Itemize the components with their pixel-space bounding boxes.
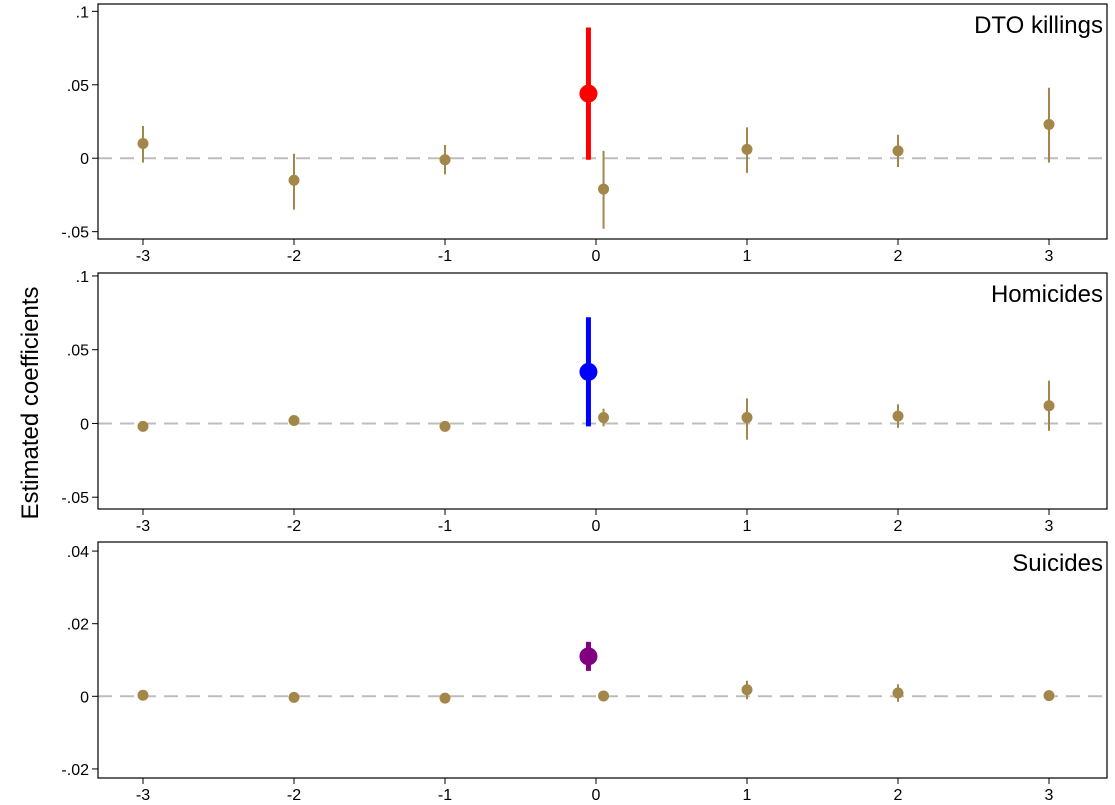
- panel-2: .1 .05 0 -.05 -3 -2 -1 0 1 2 3 Homicides: [61, 269, 1108, 535]
- panel-3: .04 .02 0 -.02 -3 -2 -1 0 1 2 3 Suicides: [61, 541, 1108, 804]
- x-tick-label: 2: [894, 518, 903, 535]
- coefficient-point: [288, 415, 300, 426]
- plot-frame: [97, 272, 1108, 510]
- coefficient-point: [439, 154, 451, 166]
- panel-title: Homicides: [991, 281, 1103, 308]
- x-tick-label: -1: [438, 787, 452, 804]
- plot-frame: [97, 541, 1108, 779]
- y-tick-label: .02: [67, 617, 89, 634]
- x-tick-label: 0: [592, 787, 601, 804]
- x-tick-label: -2: [287, 787, 301, 804]
- x-tick-label: -3: [136, 518, 150, 535]
- y-tick-label: -.02: [61, 762, 89, 779]
- x-tick-label: 1: [743, 787, 752, 804]
- y-tick-label: .1: [76, 269, 89, 286]
- y-tick-label: .1: [76, 4, 89, 21]
- x-tick-label: -2: [287, 248, 301, 265]
- highlight-coefficient-point: [579, 84, 598, 103]
- coefficient-point: [1043, 400, 1055, 412]
- coefficient-point: [892, 410, 904, 422]
- coefficient-point: [598, 690, 610, 702]
- x-tick-label: -1: [438, 248, 452, 265]
- panel-title: Suicides: [1012, 550, 1103, 577]
- x-tick-label: -3: [136, 248, 150, 265]
- coefficient-point: [137, 420, 149, 432]
- coefficient-point: [439, 692, 451, 704]
- x-tick-label: -1: [438, 518, 452, 535]
- x-tick-label: -3: [136, 787, 150, 804]
- coefficient-point: [892, 687, 904, 699]
- coefficient-point: [137, 138, 149, 150]
- coefficient-point: [741, 684, 753, 696]
- x-tick-label: 1: [743, 248, 752, 265]
- highlight-coefficient-point: [579, 647, 598, 666]
- coefficient-point: [598, 183, 610, 195]
- panel-1: .1 .05 0 -.05 -3 -2 -1 0 1 2 3 DTO killings: [61, 3, 1108, 265]
- coefficient-point: [1043, 690, 1055, 702]
- x-tick-label: 2: [894, 248, 903, 265]
- y-tick-label: 0: [80, 689, 89, 706]
- coefficient-point: [439, 420, 451, 432]
- panels: .1 .05 0 -.05 -3 -2 -1 0 1 2 3 DTO killings .1 .05 0 -.…: [61, 3, 1108, 804]
- y-axis-title: Estimated coefficients: [17, 286, 44, 519]
- x-tick-label: 3: [1045, 787, 1054, 804]
- panel-title: DTO killings: [974, 12, 1103, 39]
- y-tick-label: .05: [67, 78, 89, 95]
- coefficient-point: [1043, 118, 1055, 130]
- coefficient-point: [598, 412, 610, 424]
- coefficient-point: [288, 174, 300, 186]
- coefficient-point: [741, 143, 753, 155]
- x-tick-label: -2: [287, 518, 301, 535]
- x-tick-label: 0: [592, 248, 601, 265]
- coefficient-point: [741, 412, 753, 424]
- y-tick-label: -.05: [61, 490, 89, 507]
- y-tick-label: 0: [80, 151, 89, 168]
- x-tick-label: 2: [894, 787, 903, 804]
- coefficient-point: [892, 145, 904, 157]
- x-tick-label: 3: [1045, 248, 1054, 265]
- y-tick-label: -.05: [61, 225, 89, 242]
- x-tick-label: 3: [1045, 518, 1054, 535]
- coefficient-point: [137, 689, 149, 701]
- plot-frame: [97, 3, 1108, 240]
- x-tick-label: 0: [592, 518, 601, 535]
- x-tick-label: 1: [743, 518, 752, 535]
- y-tick-label: 0: [80, 416, 89, 433]
- y-tick-label: .05: [67, 343, 89, 360]
- y-tick-label: .04: [67, 544, 89, 561]
- coefficient-point: [288, 691, 300, 703]
- highlight-coefficient-point: [579, 362, 598, 381]
